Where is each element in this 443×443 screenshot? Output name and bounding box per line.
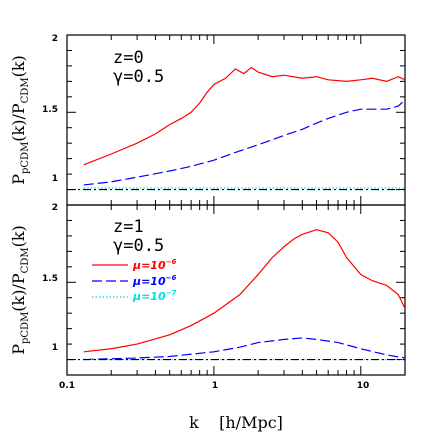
top-panel-series (67, 66, 406, 191)
bottom-annotation-z: z=1 (113, 217, 144, 237)
x-tick-label: 10 (357, 381, 370, 391)
series-line-long (83, 337, 406, 361)
bottom-y-tick-label: 1 (52, 343, 58, 353)
legend-label-cyan: μ=10−7 (132, 289, 176, 303)
series-line-solid (83, 229, 406, 353)
x-tick-label: 1 (212, 381, 218, 391)
bottom-panel-frame (66, 204, 406, 376)
bottom-panel-ticks (66, 204, 406, 376)
legend: μ=10−6 μ=10−6 μ=10−7 (92, 258, 176, 303)
bottom-y-axis-title: PpCDM(k)/PCDM(k) (9, 225, 31, 355)
series-line-solid (83, 66, 406, 166)
top-y-tick-label: 1.5 (42, 105, 58, 115)
top-y-axis-title: PpCDM(k)/PCDM(k) (9, 55, 31, 185)
legend-label-red: μ=10−6 (132, 258, 176, 272)
top-annotation-z: z=0 (113, 48, 144, 68)
bottom-y-tick-label: 2 (52, 203, 58, 213)
series-line-long (83, 99, 406, 186)
x-tick-label: 0.1 (59, 381, 75, 391)
legend-label-blue: μ=10−6 (132, 274, 176, 288)
bottom-y-tick-label: 1.5 (42, 274, 58, 284)
top-y-tick-label: 1 (52, 174, 58, 184)
bottom-annotation-gamma: γ=0.5 (113, 236, 164, 256)
top-annotation-gamma: γ=0.5 (113, 67, 164, 87)
x-axis-title: k [h/Mpc] (189, 413, 283, 432)
bottom-panel-series (67, 229, 406, 361)
top-y-tick-label: 2 (52, 34, 58, 44)
